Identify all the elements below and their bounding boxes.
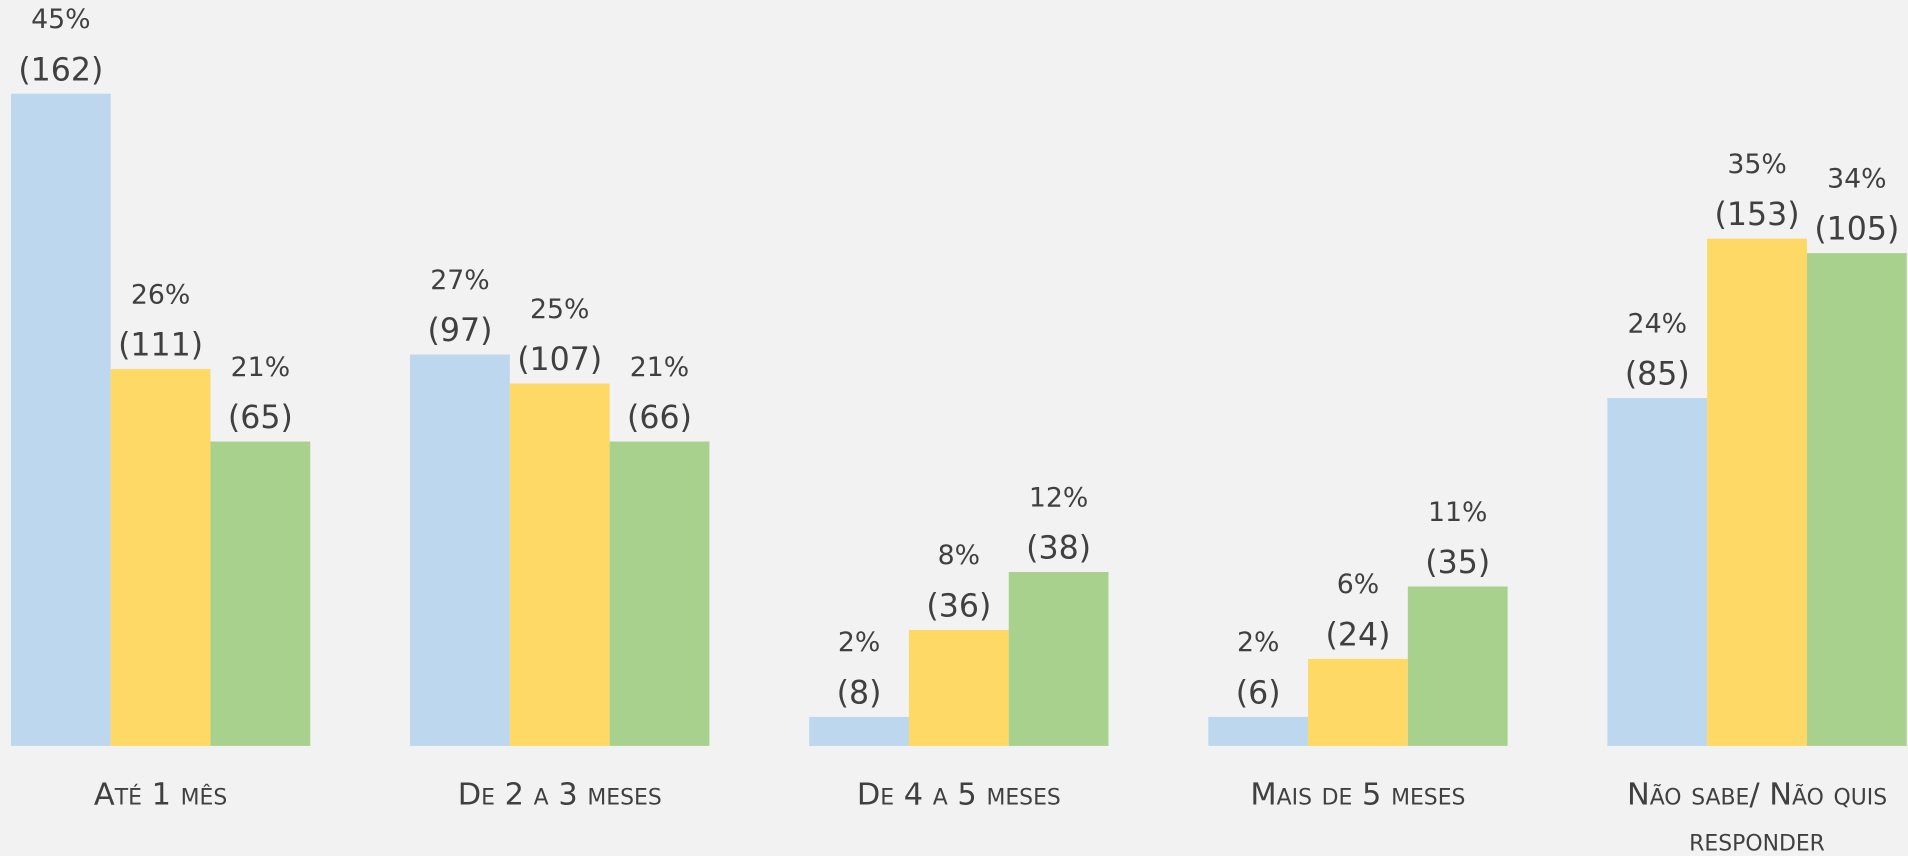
value-label: 35% — [1727, 149, 1786, 180]
count-label: (36) — [926, 589, 991, 625]
count-label: (85) — [1625, 357, 1690, 393]
bar — [1707, 238, 1807, 746]
category-label: Mais de 5 meses — [1250, 776, 1466, 812]
value-label: 25% — [530, 294, 589, 325]
bar — [1008, 571, 1109, 746]
bar — [210, 441, 311, 746]
bar — [10, 93, 111, 746]
bar — [908, 629, 1009, 746]
value-label: 34% — [1827, 163, 1886, 194]
value-label: 45% — [31, 4, 90, 35]
bar — [1806, 253, 1907, 746]
count-label: (105) — [1814, 212, 1899, 248]
category-label: De 2 a 3 meses — [457, 776, 662, 812]
bar — [609, 441, 710, 746]
value-label: 6% — [1337, 569, 1379, 600]
value-label: 27% — [430, 265, 489, 296]
count-label: (24) — [1325, 618, 1390, 654]
category-label: Até 1 mês — [93, 776, 228, 812]
category-label: Não sabe/ Não quis responder — [1626, 776, 1888, 856]
bar — [1407, 586, 1508, 746]
value-label: 11% — [1428, 497, 1487, 528]
value-label: 2% — [838, 627, 880, 658]
count-label: (107) — [517, 342, 602, 378]
count-label: (97) — [427, 313, 492, 349]
bar — [1308, 658, 1408, 746]
count-label: (65) — [228, 400, 293, 436]
bar — [809, 716, 909, 746]
count-label: (35) — [1425, 545, 1490, 581]
count-label: (111) — [118, 328, 203, 364]
value-label: 8% — [938, 540, 980, 571]
value-label: 2% — [1237, 627, 1279, 658]
value-label: 21% — [231, 352, 290, 383]
count-label: (162) — [18, 52, 103, 88]
value-label: 12% — [1029, 482, 1088, 513]
bar — [410, 354, 510, 746]
count-label: (6) — [1236, 676, 1281, 712]
value-label: 21% — [630, 352, 689, 383]
count-label: (66) — [627, 400, 692, 436]
category-label: De 4 a 5 meses — [856, 776, 1061, 812]
bar — [1607, 398, 1708, 746]
bar — [110, 369, 211, 746]
value-label: 26% — [131, 279, 190, 310]
count-label: (8) — [837, 676, 882, 712]
bar — [509, 383, 610, 746]
bar — [1208, 716, 1309, 746]
count-label: (153) — [1715, 197, 1800, 233]
count-label: (38) — [1026, 531, 1091, 567]
value-label: 24% — [1628, 308, 1687, 339]
